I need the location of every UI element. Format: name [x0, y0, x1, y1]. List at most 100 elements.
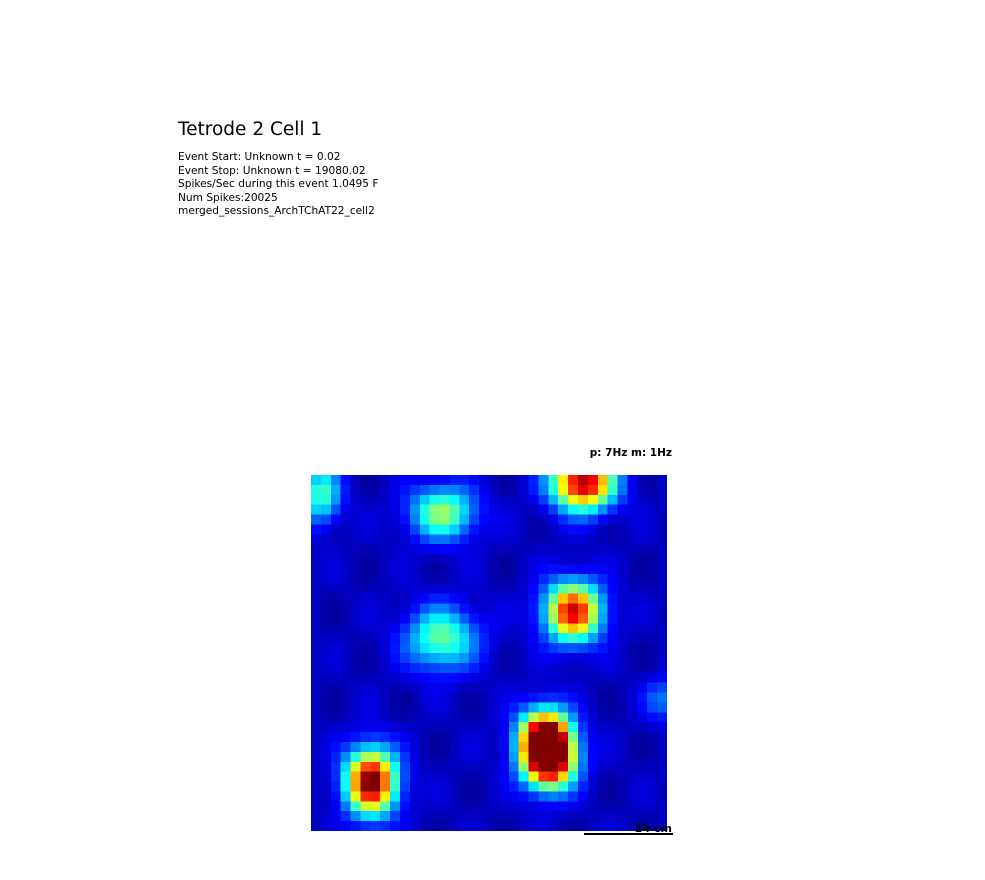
heatmap-cell [390, 662, 401, 674]
heatmap-cell [350, 662, 361, 674]
heatmap-cell [637, 534, 648, 545]
heatmap-cell [360, 593, 371, 604]
heatmap-cell [479, 692, 490, 703]
heatmap-cell [657, 751, 667, 763]
heatmap-cell [518, 633, 529, 644]
heatmap-cell [558, 554, 569, 565]
heatmap-cell [587, 722, 599, 733]
heatmap-cell [498, 583, 510, 595]
heatmap-cell [449, 662, 460, 674]
heatmap-cell [587, 791, 599, 802]
heatmap-cell [607, 534, 618, 545]
heatmap-cell [657, 475, 667, 486]
heatmap-cell [607, 633, 618, 644]
heatmap-cell [439, 643, 450, 654]
heatmap-cell [429, 593, 440, 604]
heatmap-cell [370, 544, 381, 555]
heatmap-cell [429, 643, 440, 654]
heatmap-cell [607, 554, 618, 565]
heatmap-cell [508, 554, 520, 565]
heatmap-cell [311, 573, 322, 585]
heatmap-cell [489, 534, 500, 545]
heatmap-cell [578, 613, 589, 624]
heatmap-cell [498, 751, 510, 763]
heatmap-cell [558, 544, 569, 555]
heatmap-cell [489, 801, 500, 812]
heatmap-cell [370, 554, 381, 565]
heatmap-cell [330, 722, 342, 733]
heatmap-cell [370, 633, 381, 644]
heatmap-cell [597, 593, 609, 604]
heatmap-cell [469, 791, 480, 802]
heatmap-cell [459, 791, 470, 802]
heatmap-cell [360, 811, 371, 822]
heatmap-cell [607, 781, 618, 792]
heatmap-cell [657, 623, 667, 634]
heatmap-cell [479, 811, 490, 822]
heatmap-cell [380, 682, 391, 693]
heatmap-cell [508, 742, 520, 753]
heatmap-cell [330, 573, 342, 585]
heatmap-cell [400, 672, 411, 684]
heatmap-cell [578, 564, 589, 575]
heatmap-cell [479, 623, 490, 634]
heatmap-cell [637, 573, 648, 585]
heatmap-cell [419, 751, 431, 763]
heatmap-cell [390, 534, 401, 545]
heatmap-cell [657, 801, 667, 812]
heatmap-cell [489, 475, 500, 486]
heatmap-cell [597, 653, 609, 664]
heatmap-cell [597, 554, 609, 565]
heatmap-cell [350, 504, 361, 515]
heatmap-cell [479, 712, 490, 723]
heatmap-cell [340, 771, 351, 782]
heatmap-cell [617, 712, 628, 723]
heatmap-cell [548, 623, 559, 634]
heatmap-cell [498, 791, 510, 802]
heatmap-cell [429, 603, 440, 614]
heatmap-cell [350, 613, 361, 624]
heatmap-cell [429, 494, 440, 506]
heatmap-cell [627, 712, 638, 723]
heatmap-cell [340, 662, 351, 674]
heatmap-cell [657, 791, 667, 802]
heatmap-cell [518, 712, 529, 723]
heatmap-cell [459, 504, 470, 515]
heatmap-cell [320, 702, 332, 713]
heatmap-cell [587, 811, 599, 822]
heatmap-cell [548, 821, 559, 831]
heatmap-cell [498, 742, 510, 753]
heatmap-cell [607, 761, 618, 773]
heatmap-cell [617, 643, 628, 654]
heatmap-cell [409, 732, 421, 743]
heatmap-cell [558, 702, 569, 713]
heatmap-cell [459, 742, 470, 753]
heatmap-cell [419, 514, 431, 525]
heatmap-cell [479, 771, 490, 782]
heatmap-cell [320, 712, 332, 723]
heatmap-cell [528, 751, 539, 763]
heatmap-cell [350, 801, 361, 812]
heatmap-cell [578, 742, 589, 753]
heatmap-cell [320, 653, 332, 664]
heatmap-cell [568, 603, 579, 614]
heatmap-cell [508, 791, 520, 802]
heatmap-cell [469, 475, 480, 486]
heatmap-cell [617, 593, 628, 604]
heatmap-cell [340, 742, 351, 753]
heatmap-cell [360, 692, 371, 703]
heatmap-cell [350, 603, 361, 614]
heatmap-cell [469, 504, 480, 515]
heatmap-cell [558, 484, 569, 496]
heatmap-cell [419, 593, 431, 604]
heatmap-cell [390, 682, 401, 693]
heatmap-cell [597, 811, 609, 822]
heatmap-cell [360, 653, 371, 664]
heatmap-cell [528, 484, 539, 496]
heatmap-cell [469, 603, 480, 614]
heatmap-cell [350, 564, 361, 575]
heatmap-cell [449, 484, 460, 496]
heatmap-cell [647, 484, 658, 496]
heatmap-cell [360, 633, 371, 644]
heatmap-cell [311, 633, 322, 644]
